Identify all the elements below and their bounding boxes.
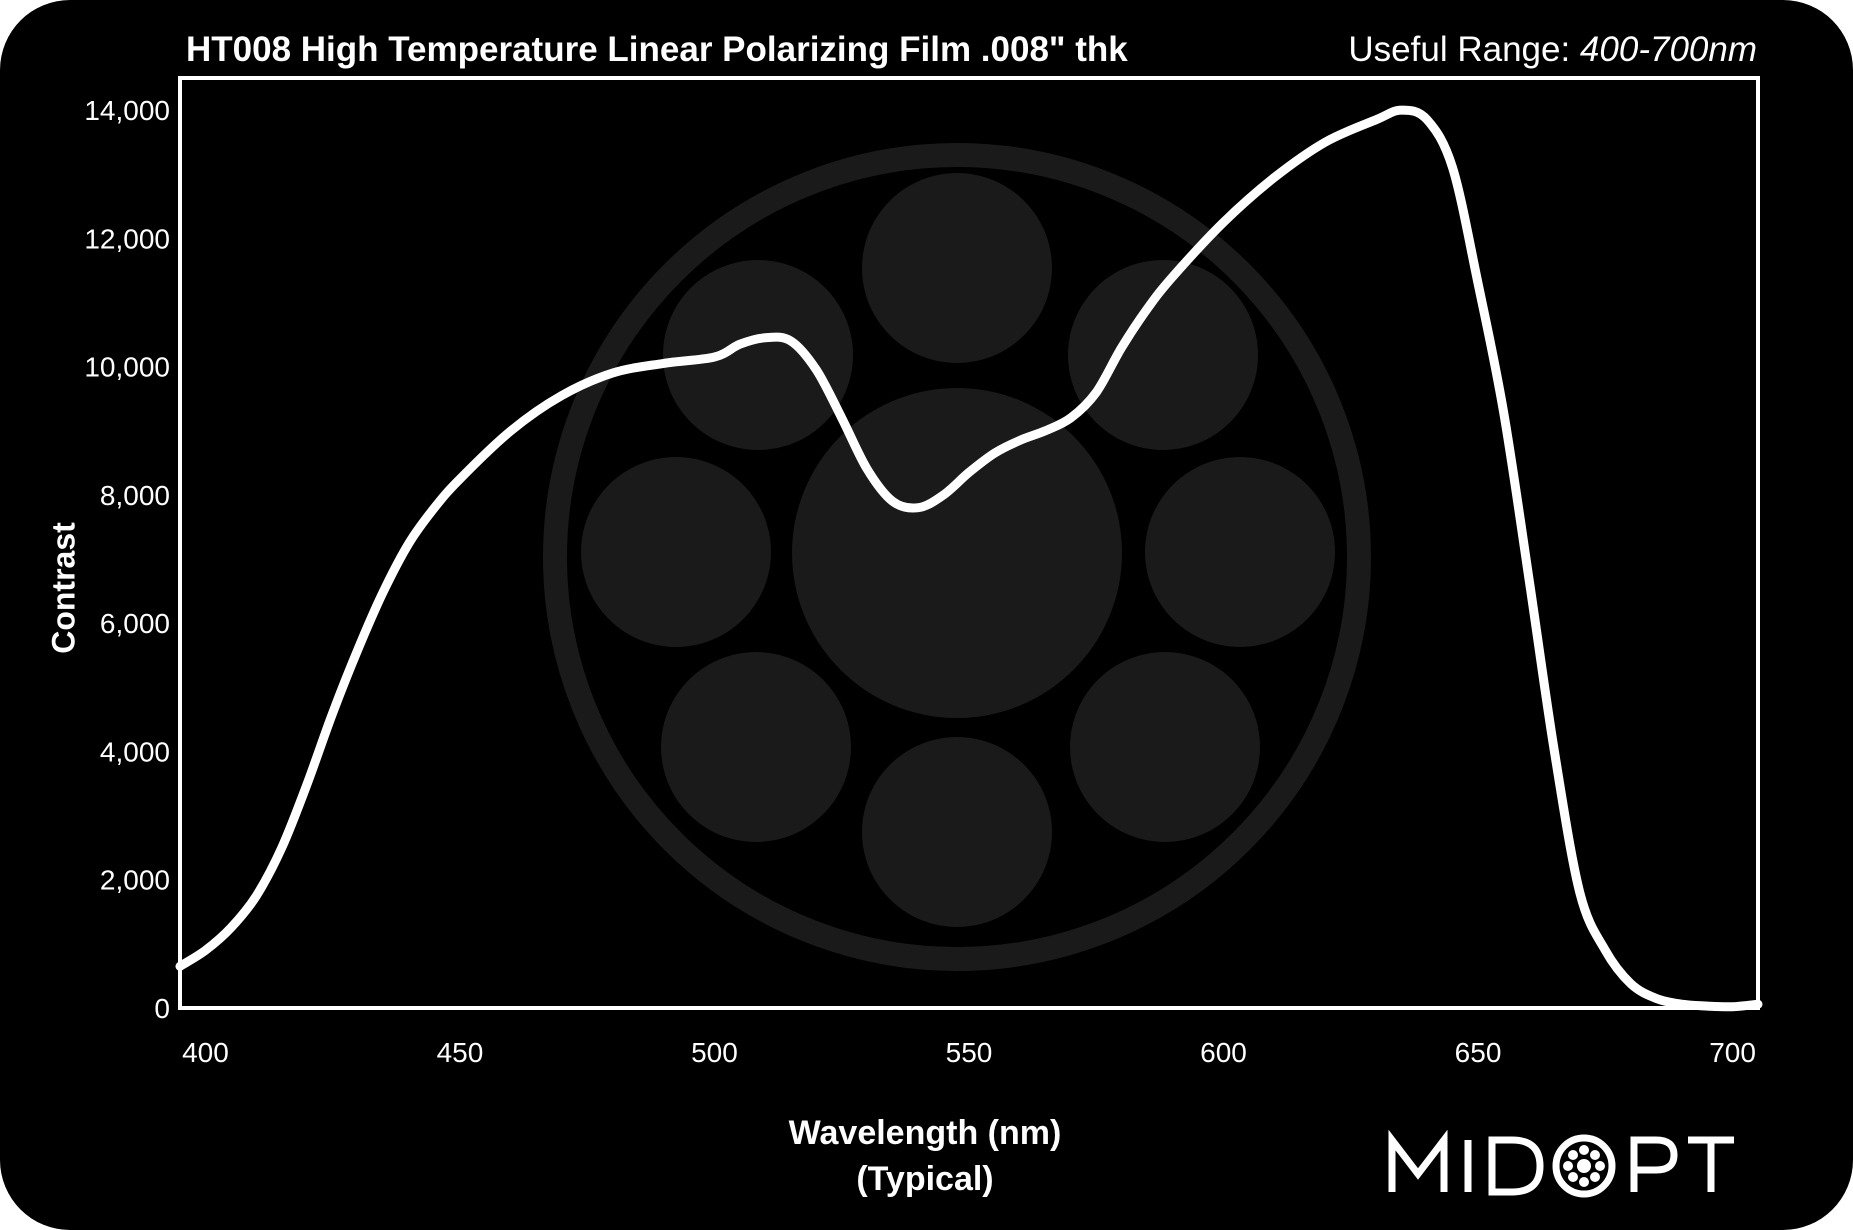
useful-range-label: Useful Range: xyxy=(1348,30,1571,69)
x-tick-label: 500 xyxy=(691,1037,738,1068)
x-tick-label: 600 xyxy=(1200,1037,1247,1068)
y-tick-label: 0 xyxy=(154,993,170,1024)
x-tick-label: 400 xyxy=(182,1037,229,1068)
chart-title: HT008 High Temperature Linear Polarizing… xyxy=(186,30,1128,69)
y-tick-label: 12,000 xyxy=(84,223,170,254)
x-tick-label: 450 xyxy=(437,1037,484,1068)
x-axis-subtitle: (Typical) xyxy=(856,1160,994,1198)
useful-range-value: 400-700nm xyxy=(1579,30,1757,69)
contrast-curve xyxy=(175,105,1763,1012)
watermark-logo xyxy=(543,143,1371,971)
y-tick-label: 10,000 xyxy=(84,352,170,383)
y-axis-ticks: 0 2,000 4,000 6,000 8,000 10,000 12,000 14,000 xyxy=(84,95,170,1024)
y-tick-label: 14,000 xyxy=(84,95,170,126)
y-tick-label: 4,000 xyxy=(100,736,170,767)
plot-area-frame xyxy=(178,76,1760,1010)
x-axis-title-block: Wavelength (nm) (Typical) xyxy=(789,1110,1062,1202)
x-tick-label: 650 xyxy=(1455,1037,1502,1068)
y-tick-label: 6,000 xyxy=(100,608,170,639)
x-axis-title: Wavelength (nm) xyxy=(788,1114,1062,1152)
y-axis-title: Contrast xyxy=(45,522,82,654)
y-tick-label: 8,000 xyxy=(100,480,170,511)
x-tick-label: 700 xyxy=(1709,1037,1756,1068)
useful-range: Useful Range: 400-700nm xyxy=(1348,30,1757,70)
x-axis-ticks: 400 450 500 550 600 650 700 xyxy=(182,1037,1756,1068)
x-tick-label: 550 xyxy=(946,1037,993,1068)
y-tick-label: 2,000 xyxy=(100,865,170,896)
midopt-logo xyxy=(1388,1130,1734,1198)
